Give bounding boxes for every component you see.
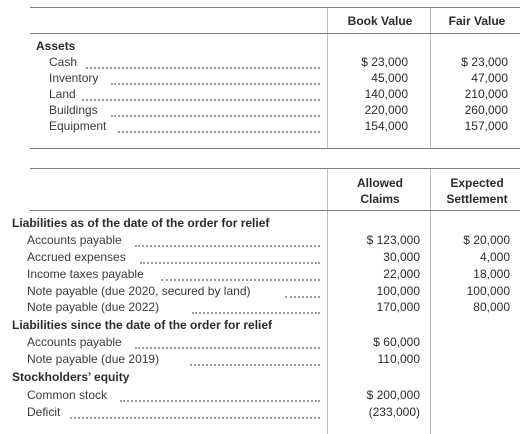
leader-dots [161, 277, 320, 281]
fair-value-header: Fair Value [448, 14, 506, 28]
leader-dots [190, 362, 320, 366]
allowed-claims-header-line2: Claims [360, 192, 400, 206]
allowed-claim: 22,000 [383, 267, 420, 281]
top-header-rule [30, 33, 520, 34]
leader-dots [140, 260, 320, 264]
bottom-col-separator-2 [430, 169, 431, 434]
equity-label: Deficit [27, 405, 61, 419]
book-value: 154,000 [364, 119, 408, 133]
liability-label: Note payable (due 2022) [27, 300, 160, 314]
asset-label: Land [49, 87, 76, 101]
liability-label: Note payable (due 2019) [27, 352, 160, 366]
liability-label: Income taxes payable [27, 267, 144, 281]
allowed-claim: 30,000 [383, 250, 420, 264]
expected-settlement-header-line2: Settlement [446, 192, 508, 206]
liability-label: Accounts payable [27, 335, 122, 349]
expected-settlement: 4,000 [479, 250, 510, 264]
leader-dots [135, 345, 320, 349]
allowed-claim: (233,000) [368, 405, 420, 419]
liability-label: Note payable (due 2020, secured by land) [27, 284, 251, 298]
leader-dots [192, 310, 320, 314]
book-value: 140,000 [364, 87, 408, 101]
allowed-claim: $ 123,000 [366, 233, 420, 247]
leader-dots [82, 97, 320, 101]
leader-dots [118, 129, 320, 133]
fair-value: 260,000 [464, 103, 508, 117]
fair-value: 157,000 [464, 119, 508, 133]
leader-dots [86, 65, 320, 69]
top-table-bottom-rule [30, 148, 520, 149]
leader-dots [111, 81, 320, 85]
liability-label: Accrued expenses [27, 250, 126, 264]
allowed-claim: 100,000 [376, 284, 420, 298]
leader-dots [111, 113, 320, 117]
allowed-claims-header-line1: Allowed [356, 176, 403, 190]
expected-settlement-header-line1: Expected [450, 176, 504, 190]
asset-label: Equipment [49, 119, 107, 133]
top-table-top-rule [30, 7, 520, 8]
fair-value: 210,000 [464, 87, 508, 101]
asset-label: Inventory [49, 71, 99, 85]
leader-dots [135, 243, 320, 247]
expected-settlement: 100,000 [466, 284, 510, 298]
fair-value: 47,000 [471, 71, 508, 85]
book-value: 45,000 [371, 71, 408, 85]
leader-dots [70, 415, 320, 419]
top-col-separator-2 [430, 8, 431, 148]
book-value: $ 23,000 [361, 55, 408, 69]
allowed-claim: 170,000 [376, 300, 420, 314]
stockholders-equity-title: Stockholders’ equity [12, 370, 130, 384]
assets-section-title: Assets [36, 39, 76, 53]
book-value: 220,000 [364, 103, 408, 117]
bottom-table-top-rule [30, 168, 520, 169]
expected-settlement: $ 20,000 [463, 233, 510, 247]
leader-dots [120, 398, 320, 402]
leader-dots [285, 294, 320, 298]
book-value-header: Book Value [347, 14, 413, 28]
fair-value: $ 23,000 [461, 55, 508, 69]
top-col-separator-1 [327, 8, 328, 148]
bottom-col-separator-1 [327, 169, 328, 434]
asset-label: Buildings [49, 103, 98, 117]
liabilities-before-relief-title: Liabilities as of the date of the order … [12, 216, 270, 230]
liabilities-since-relief-title: Liabilities since the date of the order … [12, 318, 273, 332]
allowed-claim: 110,000 [377, 352, 421, 366]
expected-settlement: 18,000 [473, 267, 510, 281]
liability-label: Accounts payable [27, 233, 122, 247]
allowed-claim: $ 200,000 [366, 388, 420, 402]
equity-label: Common stock [27, 388, 108, 402]
asset-label: Cash [49, 55, 78, 69]
allowed-claim: $ 60,000 [373, 335, 420, 349]
expected-settlement: 80,000 [473, 300, 510, 314]
bottom-header-rule [30, 210, 520, 211]
